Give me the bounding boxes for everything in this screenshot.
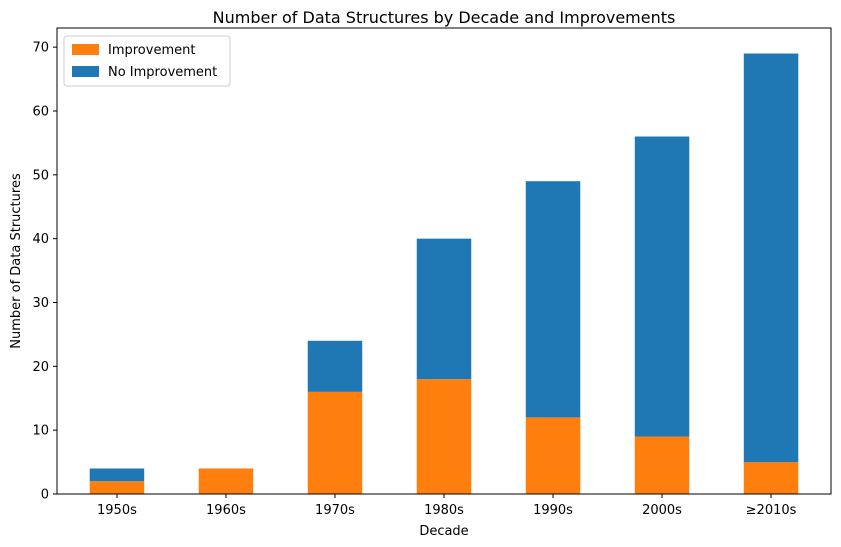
legend-label-no-improvement: No Improvement [108, 65, 217, 80]
y-tick-label: 60 [32, 104, 49, 119]
y-axis-title: Number of Data Structures [9, 173, 24, 349]
x-tick-label: 2000s [642, 503, 682, 518]
legend-box [63, 35, 231, 87]
legend-swatch-improvement [72, 44, 99, 55]
bar-improvement-4 [525, 417, 581, 494]
bar-no-improvement-5 [634, 136, 690, 437]
bar-no-improvement-6 [743, 53, 799, 463]
x-tick-label: 1950s [97, 503, 137, 518]
bar-improvement-2 [307, 391, 363, 494]
y-tick-label: 30 [32, 296, 49, 311]
bar-no-improvement-0 [89, 468, 145, 482]
y-tick-label: 40 [32, 232, 49, 247]
bar-improvement-6 [743, 462, 799, 494]
chart-title: Number of Data Structures by Decade and … [213, 8, 676, 27]
x-tick-label: 1970s [315, 503, 355, 518]
bar-no-improvement-4 [525, 181, 581, 418]
x-tick-label: 1980s [424, 503, 464, 518]
legend-label-improvement: Improvement [108, 43, 195, 58]
y-tick-label: 10 [32, 424, 49, 439]
bar-improvement-1 [198, 468, 254, 494]
y-tick-label: 20 [32, 360, 49, 375]
legend-swatch-no-improvement [72, 66, 99, 77]
bar-improvement-5 [634, 436, 690, 494]
y-tick-label: 70 [32, 41, 49, 56]
x-tick-label: ≥2010s [746, 503, 797, 518]
y-tick-label: 0 [41, 488, 49, 503]
x-tick-label: 1990s [533, 503, 573, 518]
legend: Improvement No Improvement [63, 35, 231, 87]
bar-improvement-0 [89, 481, 145, 494]
x-axis-title: Decade [419, 524, 468, 539]
bar-no-improvement-3 [416, 238, 472, 380]
y-tick-label: 50 [32, 168, 49, 183]
bar-improvement-3 [416, 379, 472, 494]
bar-no-improvement-2 [307, 340, 363, 392]
x-tick-label: 1960s [206, 503, 246, 518]
